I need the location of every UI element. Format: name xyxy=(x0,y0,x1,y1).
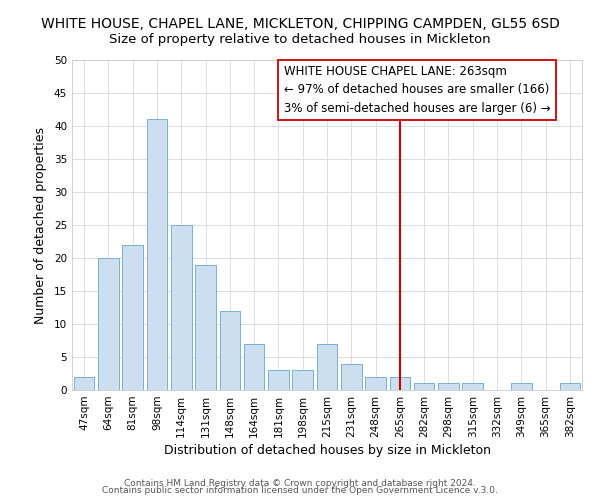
Bar xyxy=(244,344,265,390)
Bar xyxy=(389,377,410,390)
Text: Size of property relative to detached houses in Mickleton: Size of property relative to detached ho… xyxy=(109,32,491,46)
Bar xyxy=(438,384,459,390)
Bar xyxy=(560,384,580,390)
X-axis label: Distribution of detached houses by size in Mickleton: Distribution of detached houses by size … xyxy=(163,444,491,457)
Text: Contains public sector information licensed under the Open Government Licence v.: Contains public sector information licen… xyxy=(102,486,498,495)
Text: WHITE HOUSE, CHAPEL LANE, MICKLETON, CHIPPING CAMPDEN, GL55 6SD: WHITE HOUSE, CHAPEL LANE, MICKLETON, CHI… xyxy=(41,18,559,32)
Bar xyxy=(341,364,362,390)
Bar xyxy=(195,264,216,390)
Bar xyxy=(74,377,94,390)
Bar xyxy=(98,258,119,390)
Bar xyxy=(146,120,167,390)
Bar xyxy=(317,344,337,390)
Bar xyxy=(414,384,434,390)
Bar xyxy=(292,370,313,390)
Text: Contains HM Land Registry data © Crown copyright and database right 2024.: Contains HM Land Registry data © Crown c… xyxy=(124,478,476,488)
Bar xyxy=(220,311,240,390)
Bar xyxy=(122,245,143,390)
Bar xyxy=(365,377,386,390)
Bar xyxy=(268,370,289,390)
Bar xyxy=(511,384,532,390)
Y-axis label: Number of detached properties: Number of detached properties xyxy=(34,126,47,324)
Text: WHITE HOUSE CHAPEL LANE: 263sqm
← 97% of detached houses are smaller (166)
3% of: WHITE HOUSE CHAPEL LANE: 263sqm ← 97% of… xyxy=(284,65,550,115)
Bar xyxy=(463,384,483,390)
Bar xyxy=(171,225,191,390)
